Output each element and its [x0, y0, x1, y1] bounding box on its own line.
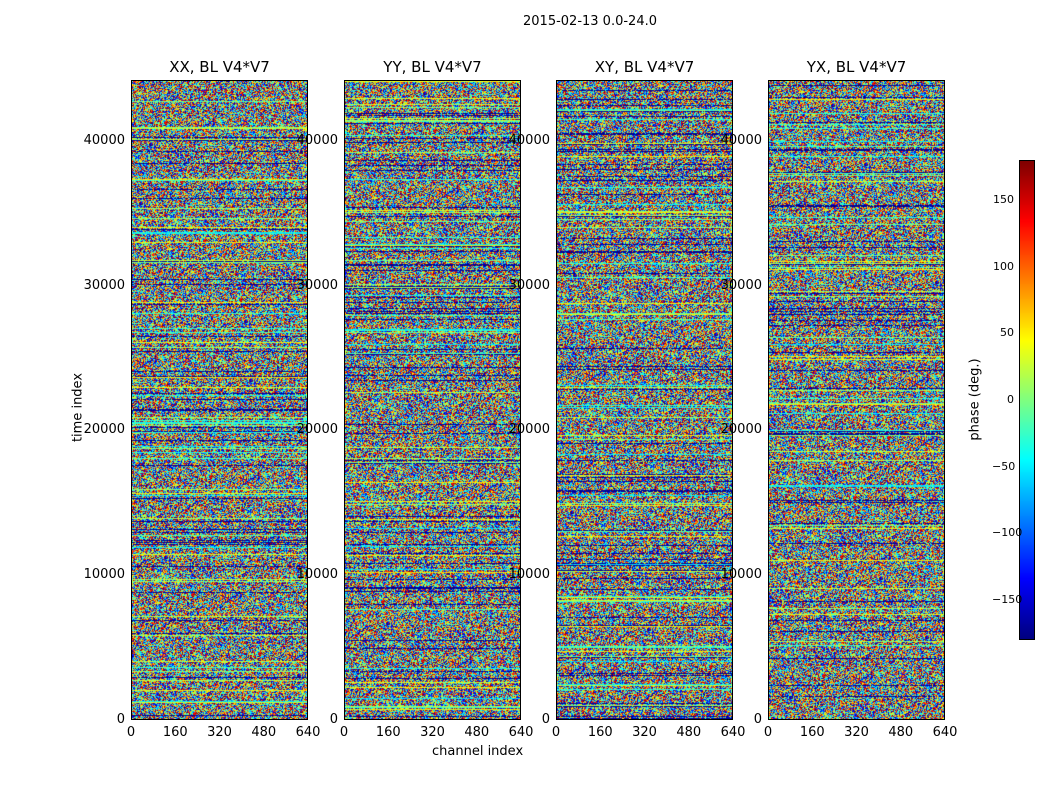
y-tick-label: 10000 [720, 567, 762, 583]
y-tick-label: 20000 [83, 422, 125, 438]
y-tick-label: 0 [329, 712, 338, 727]
x-tick-label: 320 [420, 725, 445, 740]
y-tick-label: 30000 [508, 277, 550, 293]
heatmap-panel [556, 80, 733, 720]
heatmap-canvas [345, 81, 520, 719]
y-tick-label: 40000 [83, 132, 125, 148]
x-tick-label: 0 [339, 725, 349, 740]
panel-title: XX, BL V4*V7 [169, 58, 270, 76]
x-tick-label: 160 [375, 725, 401, 740]
colorbar-tick-label: 50 [1000, 326, 1014, 340]
heatmap-panel [344, 80, 521, 720]
y-tick-label: 0 [541, 712, 550, 727]
x-tick-label: 640 [720, 725, 746, 740]
colorbar-tick-label: 100 [993, 259, 1014, 273]
y-tick-label: 40000 [508, 132, 550, 148]
y-tick-label: 0 [116, 712, 125, 727]
heatmap-canvas [132, 81, 307, 719]
y-tick-label: 10000 [83, 567, 125, 583]
x-tick-label: 160 [162, 725, 188, 740]
y-tick-label: 10000 [296, 567, 338, 583]
heatmap-panel [768, 80, 945, 720]
y-tick-label: 20000 [296, 422, 338, 438]
colorbar-tick-label: 0 [1007, 393, 1014, 406]
y-tick-label: 20000 [720, 422, 762, 438]
y-tick-label: 20000 [508, 422, 550, 438]
x-tick-label: 0 [763, 725, 773, 740]
x-tick-label: 640 [932, 725, 958, 740]
y-tick-label: 40000 [720, 132, 762, 148]
y-tick-label: 30000 [296, 277, 338, 293]
x-tick-label: 160 [587, 725, 613, 740]
x-tick-label: 320 [632, 725, 657, 740]
x-tick-label: 480 [464, 725, 490, 740]
y-axis-label: time index [70, 372, 86, 443]
x-tick-label: 320 [844, 725, 869, 740]
heatmap-panel [131, 80, 308, 720]
x-tick-label: 320 [207, 725, 232, 740]
y-tick-label: 0 [753, 712, 762, 727]
x-tick-label: 480 [676, 725, 702, 740]
y-tick-label: 10000 [508, 567, 550, 583]
x-tick-label: 480 [251, 725, 277, 740]
x-tick-label: 640 [295, 725, 321, 740]
y-tick-label: 30000 [720, 277, 762, 293]
panel-title: XY, BL V4*V7 [594, 58, 695, 76]
colorbar-tick-label: 150 [993, 193, 1014, 206]
x-tick-label: 0 [126, 725, 136, 740]
colorbar-tick-label: −150 [992, 593, 1023, 606]
y-tick-label: 40000 [296, 132, 338, 148]
heatmap-canvas [557, 81, 732, 719]
heatmap-canvas [769, 81, 944, 719]
y-tick-label: 30000 [83, 277, 125, 293]
x-tick-label: 0 [551, 725, 561, 740]
suptitle: 2015-02-13 0.0-24.0 [523, 14, 657, 29]
x-tick-label: 640 [508, 725, 534, 740]
colorbar-label: phase (deg.) [967, 358, 983, 441]
x-axis-label: channel index [432, 744, 524, 759]
colorbar [1019, 160, 1035, 640]
colorbar-tick-label: −100 [992, 526, 1023, 540]
colorbar-tick-label: −50 [992, 459, 1016, 473]
panel-title: YX, BL V4*V7 [806, 58, 907, 76]
x-tick-label: 480 [888, 725, 914, 740]
panel-title: YY, BL V4*V7 [383, 58, 482, 76]
x-tick-label: 160 [799, 725, 825, 740]
